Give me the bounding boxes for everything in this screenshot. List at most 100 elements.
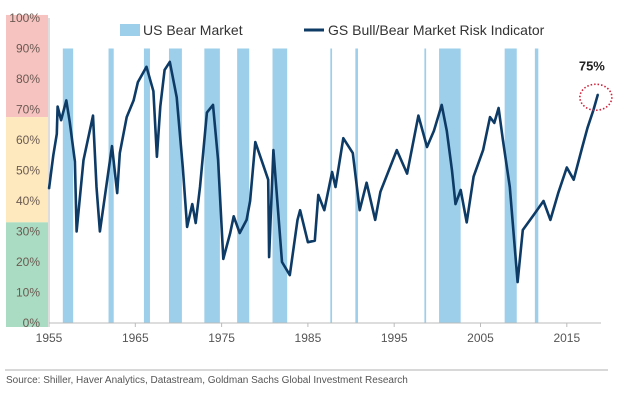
data-point: [48, 188, 50, 190]
data-point: [206, 111, 208, 114]
data-point: [417, 114, 420, 117]
data-point: [159, 105, 162, 108]
y-tick-label: 60%: [16, 133, 40, 147]
source-note: Source: Shiller, Haver Analytics, Datast…: [6, 375, 408, 386]
data-point: [106, 181, 108, 184]
bear-market-bar: [237, 48, 250, 323]
data-point: [186, 226, 188, 228]
data-point: [549, 219, 552, 221]
data-point: [516, 281, 519, 283]
data-point: [212, 104, 214, 106]
data-point: [254, 141, 257, 143]
data-point: [351, 152, 354, 154]
data-point: [454, 203, 457, 205]
data-point: [272, 149, 275, 151]
data-point: [56, 105, 59, 108]
data-point: [229, 232, 232, 234]
data-point: [288, 274, 291, 276]
x-tick-label: 1985: [295, 331, 322, 345]
data-point: [299, 209, 301, 211]
risk-zone-medium-risk: [6, 117, 48, 223]
y-tick-label: 10%: [16, 286, 40, 300]
data-point: [433, 130, 435, 132]
data-point: [323, 209, 326, 211]
data-point: [65, 99, 68, 102]
data-point: [199, 186, 201, 188]
bear-market-bar: [424, 48, 427, 323]
x-tick-label: 1955: [36, 331, 63, 345]
y-tick-label: 80%: [16, 72, 40, 86]
y-tick-label: 30%: [16, 225, 40, 239]
bear-market-bar: [330, 48, 333, 323]
data-point: [137, 81, 139, 83]
data-point: [395, 149, 398, 151]
data-point: [169, 61, 171, 63]
data-point: [521, 229, 524, 231]
data-point: [406, 172, 408, 175]
data-point: [249, 200, 251, 202]
annotation-label: 75%: [579, 58, 605, 73]
data-point: [145, 66, 148, 68]
data-point: [497, 107, 500, 109]
data-point: [245, 219, 248, 221]
data-point: [175, 96, 178, 99]
x-tick-label: 1995: [381, 331, 408, 345]
data-point: [307, 241, 309, 243]
data-point: [472, 175, 475, 178]
data-point: [132, 99, 135, 102]
data-point: [163, 69, 166, 71]
data-point: [92, 114, 94, 117]
data-point: [572, 178, 575, 181]
legend-line-label: GS Bull/Bear Market Risk Indicator: [328, 22, 545, 38]
data-point: [125, 116, 128, 118]
data-point: [597, 93, 599, 96]
bear-market-bar: [534, 48, 539, 323]
data-point: [111, 145, 113, 147]
data-point: [152, 90, 155, 92]
data-point: [314, 239, 316, 242]
data-point: [446, 130, 448, 132]
data-point: [55, 133, 58, 135]
data-point: [268, 256, 270, 258]
bear-market-bar: [108, 48, 114, 323]
data-point: [482, 149, 484, 151]
data-point: [459, 189, 462, 191]
data-point: [489, 116, 491, 118]
annotation-circle: [579, 83, 613, 112]
data-point: [156, 155, 158, 158]
x-tick-label: 1975: [208, 331, 235, 345]
data-point: [334, 186, 337, 188]
data-point: [232, 215, 235, 218]
bear-market-bar: [204, 48, 220, 323]
data-point: [542, 200, 545, 202]
data-point: [181, 166, 184, 169]
y-tick-label: 20%: [16, 255, 40, 269]
data-point: [75, 230, 78, 233]
legend-bear-label: US Bear Market: [143, 22, 243, 38]
bear-market-bar: [62, 48, 74, 323]
data-point: [379, 191, 382, 193]
data-point: [493, 122, 496, 124]
data-point: [534, 212, 536, 214]
data-point: [191, 203, 194, 205]
risk-zone-low-risk: [6, 222, 48, 327]
data-point: [557, 192, 559, 194]
bear-market-bar: [143, 48, 150, 323]
bear-market-bar: [439, 48, 461, 323]
x-tick-label: 1965: [122, 331, 149, 345]
y-tick-label: 70%: [16, 103, 40, 117]
y-tick-label: 90%: [16, 42, 40, 56]
data-point: [60, 119, 62, 121]
y-tick-label: 100%: [9, 11, 40, 25]
data-point: [509, 186, 511, 188]
data-point: [465, 221, 468, 224]
data-point: [89, 127, 92, 129]
data-point: [317, 194, 320, 196]
data-point: [586, 127, 589, 129]
data-point: [331, 171, 333, 173]
y-tick-label: 0%: [23, 316, 41, 330]
y-tick-label: 50%: [16, 164, 40, 178]
data-point: [238, 232, 241, 234]
x-tick-label: 2015: [553, 331, 580, 345]
